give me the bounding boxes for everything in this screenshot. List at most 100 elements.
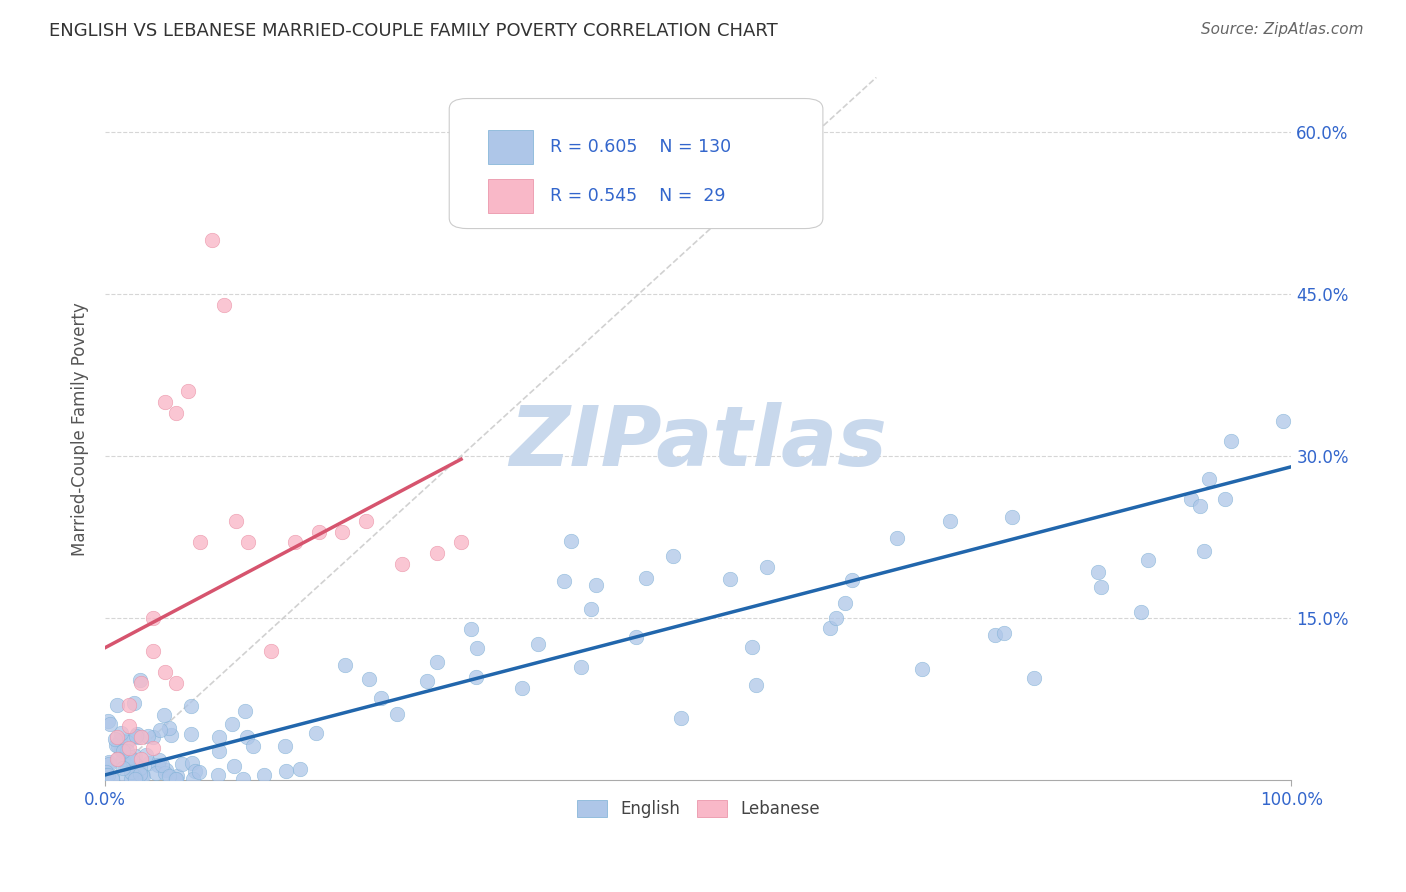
Point <box>149 723 172 737</box>
Point <box>741 640 763 654</box>
Point <box>201 233 224 247</box>
Point <box>1090 580 1112 594</box>
Point <box>183 764 205 779</box>
Point <box>993 626 1015 640</box>
Point <box>165 676 187 690</box>
Point <box>984 628 1007 642</box>
Point <box>97 714 120 729</box>
Point <box>117 734 139 748</box>
Point <box>938 514 960 528</box>
Point <box>1001 510 1024 524</box>
Point <box>142 611 165 625</box>
Point <box>560 533 582 548</box>
Point <box>101 772 124 786</box>
Point <box>181 772 204 786</box>
Point <box>98 716 121 731</box>
Text: R = 0.605    N = 130: R = 0.605 N = 130 <box>550 138 731 156</box>
Point <box>1192 544 1215 558</box>
Point <box>124 729 146 743</box>
Point <box>110 743 132 757</box>
Point <box>122 697 145 711</box>
Point <box>1136 553 1159 567</box>
Point <box>118 740 141 755</box>
Bar <box>488 179 533 213</box>
Point <box>1213 492 1236 507</box>
Point <box>153 708 176 723</box>
Point <box>671 710 693 724</box>
Point <box>208 730 231 744</box>
Point <box>97 757 120 772</box>
Point <box>117 732 139 747</box>
Point <box>416 673 439 688</box>
Point <box>824 611 846 625</box>
Point <box>145 766 167 780</box>
Point <box>138 756 160 770</box>
Point <box>1272 414 1295 428</box>
Point <box>150 757 173 772</box>
Point <box>662 549 685 563</box>
Point <box>207 768 229 782</box>
Point <box>221 717 243 731</box>
Point <box>165 406 187 420</box>
Point <box>136 729 159 743</box>
Bar <box>488 130 533 164</box>
Point <box>97 768 120 782</box>
Point <box>745 678 768 692</box>
Point <box>127 759 149 773</box>
Point <box>135 747 157 762</box>
Point <box>132 769 155 783</box>
Point <box>122 772 145 787</box>
Point <box>120 772 142 787</box>
Point <box>157 721 180 735</box>
Point <box>118 698 141 712</box>
Text: ENGLISH VS LEBANESE MARRIED-COUPLE FAMILY POVERTY CORRELATION CHART: ENGLISH VS LEBANESE MARRIED-COUPLE FAMIL… <box>49 22 778 40</box>
Point <box>841 573 863 587</box>
Point <box>153 394 176 409</box>
Point <box>284 535 307 549</box>
Point <box>163 772 186 786</box>
Text: R = 0.545    N =  29: R = 0.545 N = 29 <box>550 187 725 205</box>
Y-axis label: Married-Couple Family Poverty: Married-Couple Family Poverty <box>72 302 89 556</box>
Point <box>153 665 176 680</box>
Point <box>464 670 486 684</box>
Point <box>276 764 298 778</box>
Point <box>818 621 841 635</box>
Point <box>553 574 575 588</box>
Legend: English, Lebanese: English, Lebanese <box>571 793 827 825</box>
FancyBboxPatch shape <box>450 98 823 228</box>
Point <box>121 762 143 776</box>
Point <box>624 630 647 644</box>
Point <box>233 705 256 719</box>
Point <box>160 728 183 742</box>
Point <box>332 524 354 539</box>
Point <box>107 739 129 753</box>
Point <box>105 730 128 744</box>
Point <box>129 676 152 690</box>
Point <box>110 725 132 739</box>
Point <box>834 596 856 610</box>
Point <box>115 758 138 772</box>
Point <box>756 560 779 574</box>
Point <box>129 761 152 775</box>
Point <box>129 752 152 766</box>
Point <box>527 637 550 651</box>
Point <box>98 756 121 770</box>
Point <box>1198 472 1220 486</box>
Point <box>450 535 472 549</box>
Point <box>465 640 488 655</box>
Point <box>354 514 377 528</box>
Point <box>105 738 128 752</box>
Point <box>187 765 209 780</box>
Point <box>101 772 124 787</box>
Point <box>274 739 297 753</box>
Point <box>634 571 657 585</box>
Point <box>305 726 328 740</box>
Point <box>127 731 149 745</box>
Point <box>129 730 152 744</box>
Point <box>1129 605 1152 619</box>
Point <box>290 763 312 777</box>
Point <box>208 744 231 758</box>
Point <box>718 572 741 586</box>
Point <box>105 698 128 712</box>
Point <box>96 764 118 779</box>
